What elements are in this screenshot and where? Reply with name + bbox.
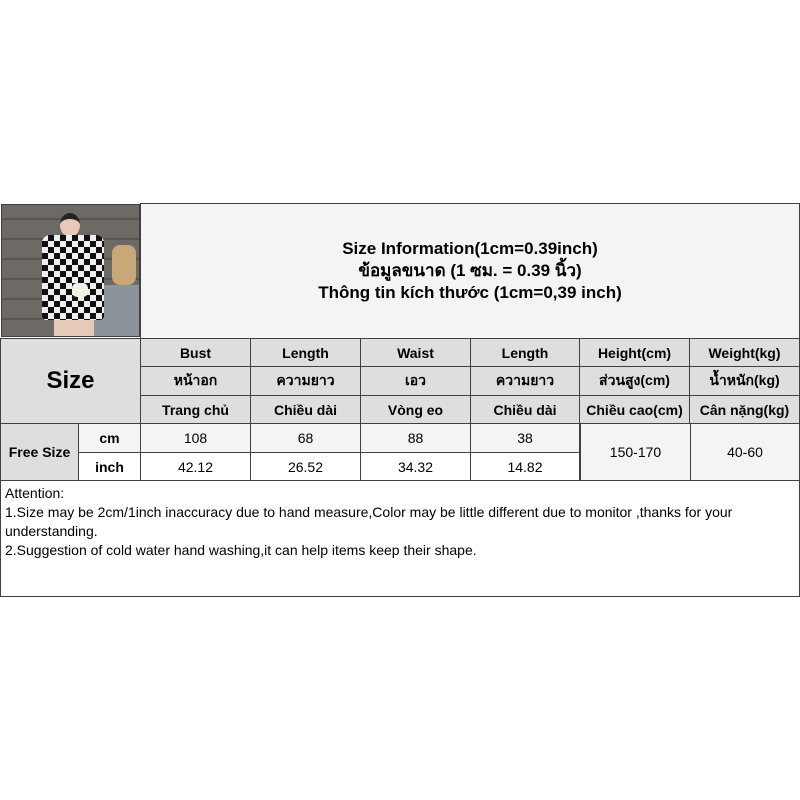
column-header-vi: Chiều cao(cm)	[579, 395, 690, 424]
unit-cm: cm	[78, 423, 141, 453]
column-header-en: Length	[250, 338, 361, 367]
size-header: Size	[0, 338, 141, 424]
title-english: Size Information(1cm=0.39inch)	[342, 239, 598, 258]
note-2: 2.Suggestion of cold water hand washing,…	[5, 542, 477, 558]
column-header-th: หน้าอก	[140, 366, 251, 396]
column-header-vi: Chiều dài	[250, 395, 361, 424]
value-cell-cm: 108	[140, 423, 251, 453]
value-cell-inch: 26.52	[250, 452, 361, 481]
column-header-th: ความยาว	[250, 366, 361, 396]
title-vietnamese: Thông tin kích thước (1cm=0,39 inch)	[318, 283, 622, 302]
weight-range: 40-60	[690, 423, 800, 481]
column-header-vi: Vòng eo	[360, 395, 471, 424]
unit-inch: inch	[78, 452, 141, 481]
column-header-th: ความยาว	[470, 366, 580, 396]
column-header-en: Length	[470, 338, 580, 367]
value-cell-inch: 14.82	[470, 452, 580, 481]
free-size-label: Free Size	[0, 423, 79, 481]
column-header-en: Waist	[360, 338, 471, 367]
column-header-th: เอว	[360, 366, 471, 396]
value-cell-inch: 42.12	[140, 452, 251, 481]
column-header-en: Bust	[140, 338, 251, 367]
value-cell-cm: 68	[250, 423, 361, 453]
product-photo	[1, 204, 140, 337]
column-header-en: Height(cm)	[579, 338, 690, 367]
column-header-vi: Cân nặng(kg)	[689, 395, 800, 424]
column-header-en: Weight(kg)	[689, 338, 800, 367]
note-heading: Attention:	[5, 485, 65, 501]
height-range: 150-170	[580, 423, 691, 481]
note-1: 1.Size may be 2cm/1inch inaccuracy due t…	[5, 504, 733, 539]
value-cell-cm: 38	[470, 423, 580, 453]
column-header-th: น้ำหนัก(kg)	[689, 366, 800, 396]
column-header-vi: Chiều dài	[470, 395, 580, 424]
value-cell-cm: 88	[360, 423, 471, 453]
value-cell-inch: 34.32	[360, 452, 471, 481]
column-header-vi: Trang chủ	[140, 395, 251, 424]
title-thai: ข้อมูลขนาด (1 ซม. = 0.39 นิ้ว)	[358, 261, 582, 280]
attention-notes: Attention: 1.Size may be 2cm/1inch inacc…	[0, 480, 800, 597]
column-header-th: ส่วนสูง(cm)	[579, 366, 690, 396]
size-info-title: Size Information(1cm=0.39inch) ข้อมูลขนา…	[140, 203, 800, 339]
